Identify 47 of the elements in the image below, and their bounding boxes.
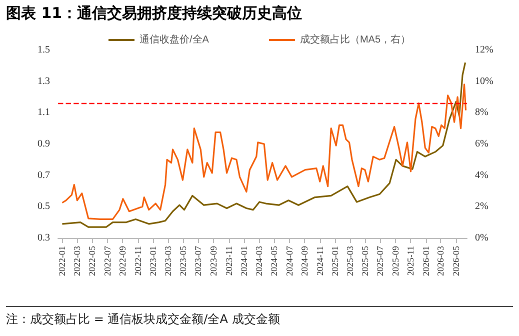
x-tick-label: 2022-01 [57, 246, 68, 276]
x-tick-label: 2024-01 [238, 246, 249, 276]
x-tick-label: 2025-07 [375, 246, 386, 276]
x-tick-label: 2025-03 [344, 246, 355, 276]
x-tick-label: 2025-05 [360, 246, 370, 276]
chart-title: 图表 11：通信交易拥挤度持续突破历史高位 [6, 4, 302, 23]
x-tick-label: 2022-09 [118, 246, 128, 276]
x-tick-label: 2022-11 [132, 246, 143, 276]
x-tick-label: 2025-09 [390, 246, 401, 276]
x-tick-label: 2022-03 [72, 246, 82, 276]
legend-label: 成交额占比（MA5，右） [300, 34, 411, 46]
y2-tick-label: 10% [475, 76, 494, 87]
x-tick-label: 2023-07 [193, 246, 204, 276]
x-tick-label: 2023-05 [178, 246, 188, 276]
y-tick-label: 1.5 [38, 44, 50, 56]
y-tick-label: 0.3 [38, 232, 50, 244]
y-tick-label: 0.7 [38, 170, 50, 181]
x-tick-label: 2024-07 [284, 246, 294, 276]
x-tick-label: 2026-01 [420, 246, 431, 276]
y-tick-label: 1.1 [38, 107, 50, 118]
x-tick-label: 2024-05 [269, 246, 280, 276]
x-tick-label: 2025-11 [406, 246, 416, 276]
x-tick-label: 2024-11 [314, 246, 325, 276]
line-series [61, 62, 466, 228]
y2-tick-label: 6% [475, 138, 488, 150]
x-tick-label: 2023-03 [162, 246, 173, 276]
x-tick-label: 2022-05 [87, 246, 98, 276]
y-tick-label: 0.5 [38, 201, 50, 212]
x-tick-label: 2026-05 [450, 246, 461, 276]
y-tick-label: 1.3 [38, 76, 50, 87]
x-tick-label: 2026-03 [436, 246, 446, 276]
x-tick-label: 2025-01 [330, 246, 340, 276]
y-tick-label: 0.9 [38, 138, 50, 150]
text: 注：成交额占比 = 通信板块成交金额/全A 成交金额 [6, 306, 513, 328]
legend-label: 通信收盘价/全A [139, 34, 210, 46]
x-tick-label: 2023-11 [224, 246, 234, 276]
x-tick-label: 2024-09 [300, 246, 310, 276]
x-tick-label: 2024-03 [254, 246, 264, 276]
y2-tick-label: 8% [475, 107, 488, 118]
y2-tick-label: 4% [475, 170, 488, 181]
y2-tick-label: 12% [475, 44, 494, 56]
y2-tick-label: 0% [475, 232, 488, 244]
x-tick-label: 2023-09 [208, 246, 219, 276]
x-tick-label: 2023-01 [148, 246, 158, 276]
line-series [61, 84, 467, 220]
y2-tick-label: 2% [475, 201, 488, 212]
x-tick-label: 2022-07 [102, 246, 112, 276]
